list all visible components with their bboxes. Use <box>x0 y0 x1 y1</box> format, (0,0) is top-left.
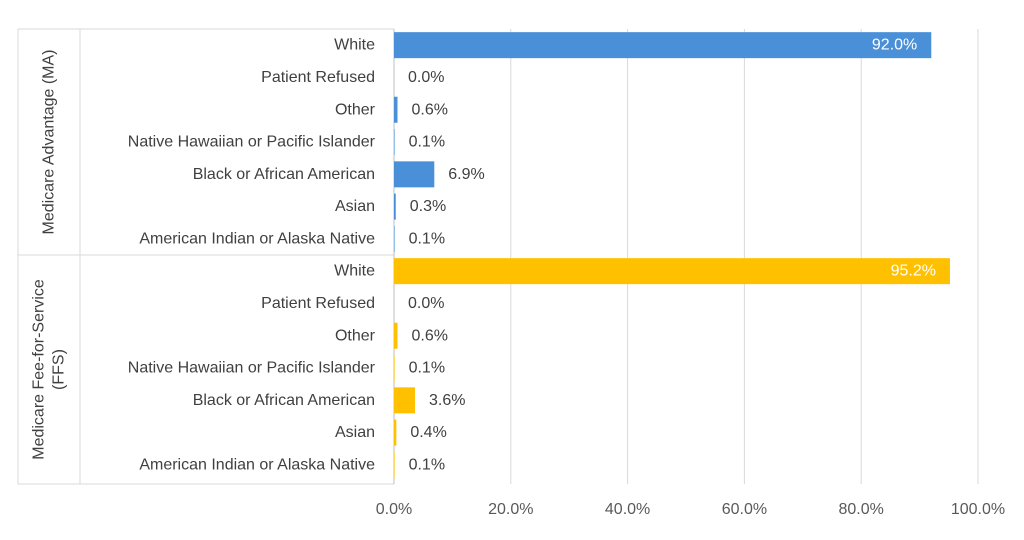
data-label: 0.1% <box>409 360 445 377</box>
bar <box>394 161 435 188</box>
data-label: 92.0% <box>872 37 917 54</box>
group-label: Medicare Advantage (MA) <box>41 50 58 235</box>
bar <box>394 225 395 252</box>
data-label: 0.6% <box>412 327 448 344</box>
category-label: American Indian or Alaska Native <box>139 456 375 473</box>
x-tick-label: 60.0% <box>722 501 767 518</box>
category-label: Asian <box>335 424 375 441</box>
category-label: American Indian or Alaska Native <box>139 230 375 247</box>
category-label: Other <box>335 101 376 118</box>
data-label: 0.0% <box>408 69 444 86</box>
data-label: 0.6% <box>412 101 448 118</box>
category-label: Black or African American <box>193 392 375 409</box>
category-label: Patient Refused <box>261 69 375 86</box>
bar <box>394 419 397 446</box>
bar <box>394 322 398 349</box>
data-label: 0.1% <box>409 230 445 247</box>
data-label: 0.1% <box>409 134 445 151</box>
bar <box>394 451 395 478</box>
data-label: 95.2% <box>891 263 936 280</box>
bar <box>394 355 395 382</box>
category-label: Native Hawaiian or Pacific Islander <box>128 134 376 151</box>
bar <box>394 193 396 220</box>
data-label: 3.6% <box>429 392 465 409</box>
data-label: 6.9% <box>448 166 484 183</box>
category-label: White <box>334 263 375 280</box>
category-label: Other <box>335 327 376 344</box>
bar <box>394 258 950 285</box>
x-tick-label: 20.0% <box>488 501 533 518</box>
x-tick-label: 0.0% <box>376 501 412 518</box>
x-tick-label: 40.0% <box>605 501 650 518</box>
bar <box>394 129 395 156</box>
x-tick-label: 80.0% <box>839 501 884 518</box>
group-label: Medicare Fee-for-Service <box>31 279 48 460</box>
data-label: 0.1% <box>409 456 445 473</box>
bar <box>394 32 932 59</box>
data-label: 0.0% <box>408 295 444 312</box>
category-label: Patient Refused <box>261 295 375 312</box>
group-label: (FFS) <box>51 349 68 390</box>
bar <box>394 387 416 414</box>
x-tick-label: 100.0% <box>951 501 1005 518</box>
data-label: 0.4% <box>410 424 446 441</box>
category-label: Black or African American <box>193 166 375 183</box>
category-label: Asian <box>335 198 375 215</box>
data-label: 0.3% <box>410 198 446 215</box>
category-label: Native Hawaiian or Pacific Islander <box>128 360 376 377</box>
category-label: White <box>334 37 375 54</box>
bar <box>394 96 398 123</box>
